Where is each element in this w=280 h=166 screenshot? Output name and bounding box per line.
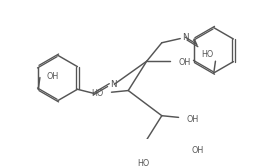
Text: OH: OH [46, 72, 59, 81]
Text: OH: OH [187, 115, 199, 124]
Text: OH: OH [192, 146, 204, 155]
Text: N: N [110, 80, 117, 89]
Text: HO: HO [91, 89, 103, 98]
Text: OH: OH [179, 58, 191, 67]
Text: HO: HO [137, 159, 150, 166]
Text: HO: HO [202, 50, 214, 59]
Text: N: N [182, 33, 188, 42]
